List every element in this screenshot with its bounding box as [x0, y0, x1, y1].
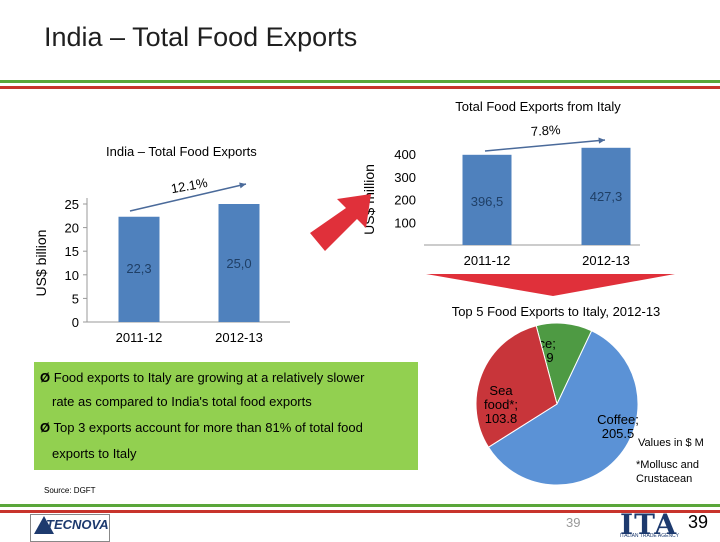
y-tick-label: 15 [65, 244, 79, 259]
bullet-2: Ø Top 3 exports account for more than 81… [40, 420, 363, 436]
chart-title: Top 5 Food Exports to Italy, 2012-13 [452, 304, 661, 319]
growth-arrow-line [484, 139, 606, 152]
diagonal-arrow-icon [310, 194, 371, 251]
x-tick-label: 2012-13 [582, 253, 630, 268]
growth-label: 12.1% [170, 175, 209, 196]
chart-india-total-food-exports: India – Total Food Exports 0 5 10 15 20 25 US$ … [33, 144, 290, 345]
bullet-2-line2: exports to Italy [52, 446, 137, 461]
bar [118, 216, 160, 322]
ita-logo: ITA [620, 508, 678, 541]
bar-value-label: 25,0 [226, 256, 251, 271]
y-tick-label: 5 [72, 291, 79, 306]
bullet-1-line2: rate as compared to India's total food e… [52, 394, 312, 409]
bar-value-label: 396,5 [471, 194, 504, 209]
growth-arrow-head [598, 137, 605, 144]
tecnova-logo-text: TECNOVA [46, 517, 109, 532]
slide-title: India – Total Food Exports [44, 22, 358, 52]
y-tick-label: 400 [394, 147, 416, 162]
x-tick-label: 2012-13 [215, 330, 263, 345]
bar-value-label: 22,3 [126, 261, 151, 276]
pie-slice [487, 330, 639, 486]
growth-arrow-line [129, 183, 247, 212]
x-tick-label: 2011-12 [464, 253, 511, 268]
ita-logo-subtitle: ITALIAN TRADE AGENCY [620, 533, 679, 539]
growth-arrow-head [239, 182, 246, 189]
bullet-1-line1: Food exports to Italy are growing at a r… [53, 370, 365, 385]
bar [462, 154, 512, 245]
bullet-2-line1: Top 3 exports account for more than 81% … [53, 420, 363, 435]
y-tick-label: 200 [394, 193, 416, 208]
chart-title: Total Food Exports from Italy [455, 99, 621, 114]
y-axis-label: US$ billion [33, 230, 49, 297]
values-note: Values in $ M [638, 437, 704, 449]
pie-slice-label: Coffee; 205.5 [597, 412, 639, 441]
y-tick-label: 300 [394, 170, 416, 185]
tecnova-mark-icon [34, 516, 54, 534]
y-tick-label: 100 [394, 215, 416, 230]
transition-arrows [310, 194, 675, 296]
bar-value-label: 427,3 [590, 189, 623, 204]
bullet-1: Ø Food exports to Italy are growing at a… [40, 370, 364, 386]
footnote: *Mollusc and Crustacean [636, 459, 699, 485]
y-tick-label: 10 [65, 268, 79, 283]
down-arrow-icon [426, 274, 675, 296]
y-tick-label: 20 [65, 221, 79, 236]
page-number-faint: 39 [566, 515, 581, 530]
chart-title: India – Total Food Exports [106, 144, 257, 159]
bullet-arrow-icon: Ø [40, 420, 51, 435]
y-tick-label: 0 [72, 315, 79, 330]
footer-stripe [0, 504, 720, 513]
growth-label: 7.8% [530, 122, 561, 139]
pie-slice [475, 325, 558, 448]
source-note: Source: DGFT [44, 486, 96, 495]
header-stripe [0, 80, 720, 89]
chart-top5-exports-pie: Top 5 Food Exports to Italy, 2012-13Rice… [452, 304, 661, 486]
y-tick-label: 25 [65, 197, 79, 212]
bar [581, 147, 631, 245]
pie-slice-label: Sea food*; 103.8 [484, 383, 518, 426]
x-tick-label: 2011-12 [116, 330, 163, 345]
bar [218, 204, 260, 322]
page-number: 39 [688, 512, 709, 532]
bullet-arrow-icon: Ø [40, 370, 51, 385]
key-findings-box: Ø Food exports to Italy are growing at a… [34, 362, 418, 470]
chart-total-food-exports-italy: Total Food Exports from Italy 100 200 300 40… [361, 99, 640, 268]
